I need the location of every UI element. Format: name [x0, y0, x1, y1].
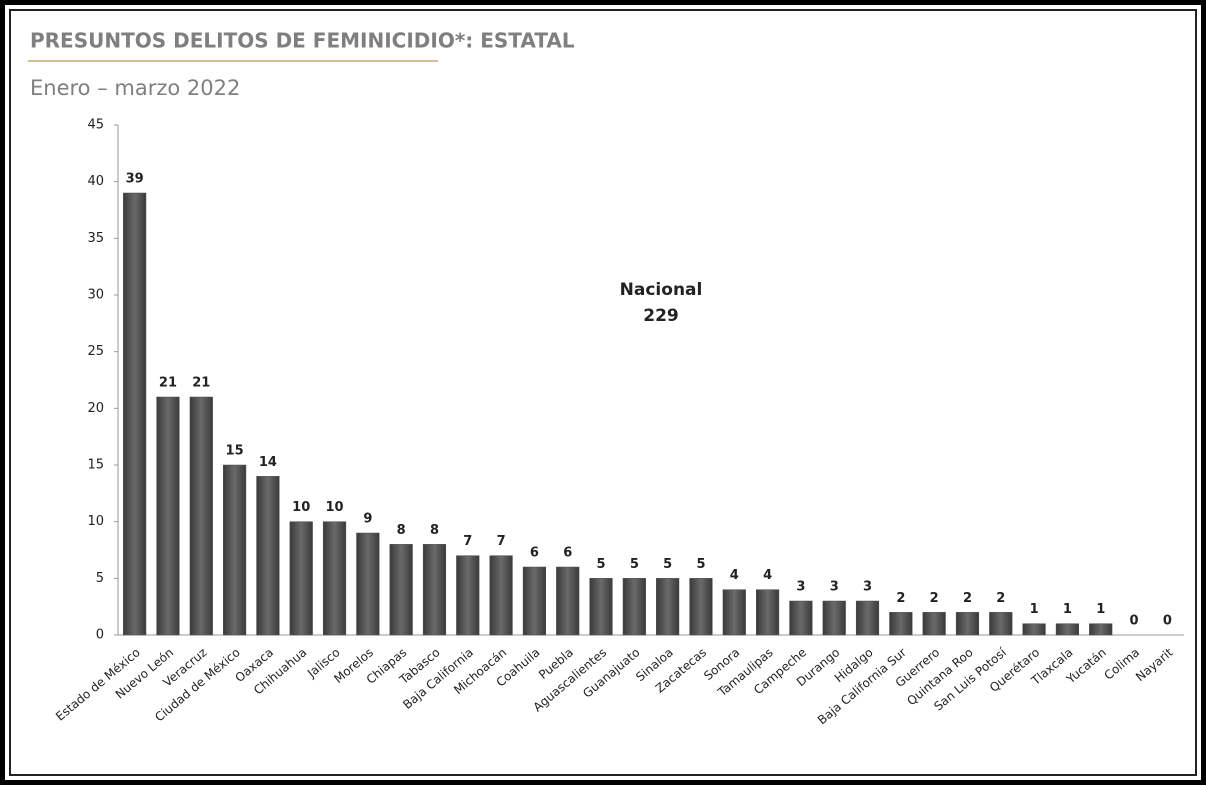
- value-label: 8: [430, 523, 439, 538]
- value-label: 14: [259, 455, 277, 470]
- bar: [955, 612, 980, 636]
- value-label: 10: [292, 500, 310, 515]
- value-label: 10: [325, 500, 343, 515]
- value-label: 2: [930, 591, 939, 606]
- value-label: 7: [463, 534, 472, 549]
- value-label: 6: [530, 546, 539, 561]
- value-label: 7: [497, 534, 506, 549]
- value-label: 39: [126, 172, 144, 187]
- bar: [156, 396, 180, 636]
- value-label: 4: [763, 568, 772, 583]
- bar: [223, 464, 247, 636]
- y-tick-label: 5: [96, 571, 104, 586]
- x-tick-label: Nayarit: [1133, 645, 1176, 684]
- bar: [922, 612, 946, 636]
- value-label: 1: [1096, 602, 1105, 617]
- value-label: 3: [830, 580, 839, 595]
- value-label: 21: [159, 376, 177, 391]
- value-label: 15: [226, 444, 244, 459]
- y-tick-label: 20: [87, 401, 104, 416]
- bar: [722, 589, 746, 636]
- y-tick-label: 0: [96, 628, 104, 643]
- y-tick-label: 10: [87, 514, 104, 529]
- bar: [789, 600, 813, 636]
- value-label: 5: [597, 557, 606, 572]
- bar: [622, 578, 646, 636]
- y-tick-label: 15: [87, 458, 104, 473]
- y-tick-label: 45: [87, 118, 104, 133]
- y-tick-label: 30: [87, 288, 104, 303]
- value-label: 21: [192, 376, 210, 391]
- bar: [1022, 623, 1046, 636]
- y-tick-label: 40: [87, 174, 104, 189]
- value-label: 2: [996, 591, 1005, 606]
- inner-frame: [9, 9, 1197, 776]
- bar: [1055, 623, 1079, 636]
- bar: [389, 544, 413, 636]
- chart-subtitle: Enero – marzo 2022: [30, 76, 240, 100]
- value-label: 4: [730, 568, 739, 583]
- bar: [556, 566, 580, 636]
- bar: [456, 555, 480, 636]
- value-label: 1: [1063, 602, 1072, 617]
- value-label: 3: [863, 580, 872, 595]
- bar: [756, 589, 780, 636]
- y-tick-label: 35: [87, 231, 104, 246]
- annotation: 229: [643, 306, 679, 326]
- bar: [1089, 623, 1113, 636]
- bar: [522, 566, 546, 636]
- bar: [322, 521, 347, 636]
- bar: [889, 612, 913, 636]
- bar: [989, 612, 1013, 636]
- bar: [123, 192, 147, 636]
- bar: [489, 555, 513, 636]
- value-label: 1: [1030, 602, 1039, 617]
- value-label: 8: [397, 523, 406, 538]
- annotation: Nacional: [620, 280, 703, 300]
- value-label: 3: [796, 580, 805, 595]
- bar: [422, 544, 447, 636]
- bar: [855, 600, 880, 636]
- value-label: 5: [696, 557, 705, 572]
- bar: [256, 476, 280, 636]
- value-label: 9: [363, 512, 372, 527]
- bar: [656, 578, 680, 636]
- value-label: 0: [1163, 614, 1172, 629]
- bar: [356, 532, 380, 636]
- chart-title: PRESUNTOS DELITOS DE FEMINICIDIO*: ESTAT…: [30, 29, 575, 53]
- value-label: 2: [963, 591, 972, 606]
- y-tick-label: 25: [87, 344, 104, 359]
- value-label: 2: [896, 591, 905, 606]
- bar: [289, 521, 313, 636]
- value-label: 0: [1130, 614, 1139, 629]
- value-label: 5: [630, 557, 639, 572]
- value-label: 6: [563, 546, 572, 561]
- bar: [589, 578, 613, 636]
- bar: [189, 396, 213, 636]
- bar: [822, 600, 846, 636]
- value-label: 5: [663, 557, 672, 572]
- bar: [689, 578, 713, 636]
